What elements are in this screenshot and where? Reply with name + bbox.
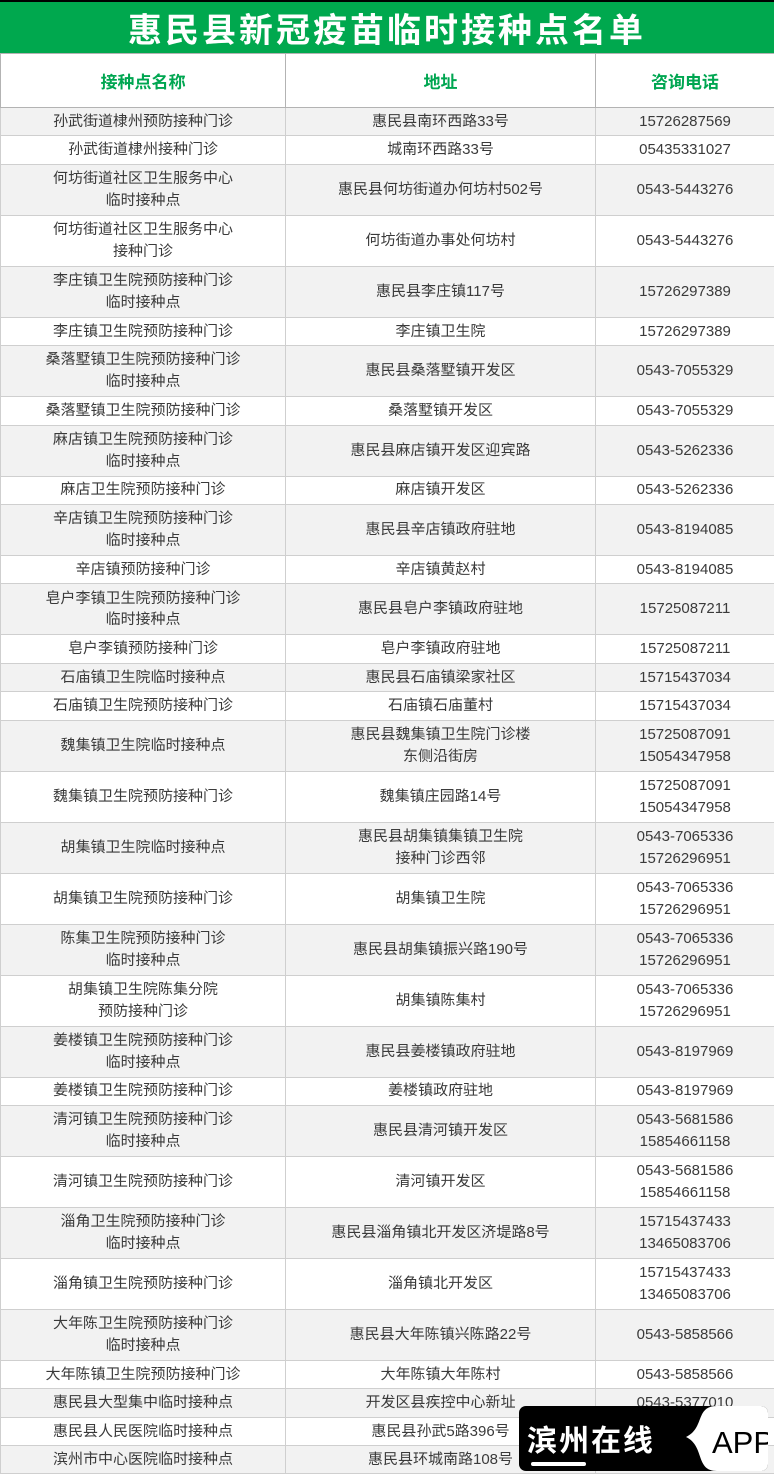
svg-text:滨州在线: 滨州在线 <box>527 1416 655 1460</box>
svg-text:APP: APP <box>712 1425 768 1460</box>
